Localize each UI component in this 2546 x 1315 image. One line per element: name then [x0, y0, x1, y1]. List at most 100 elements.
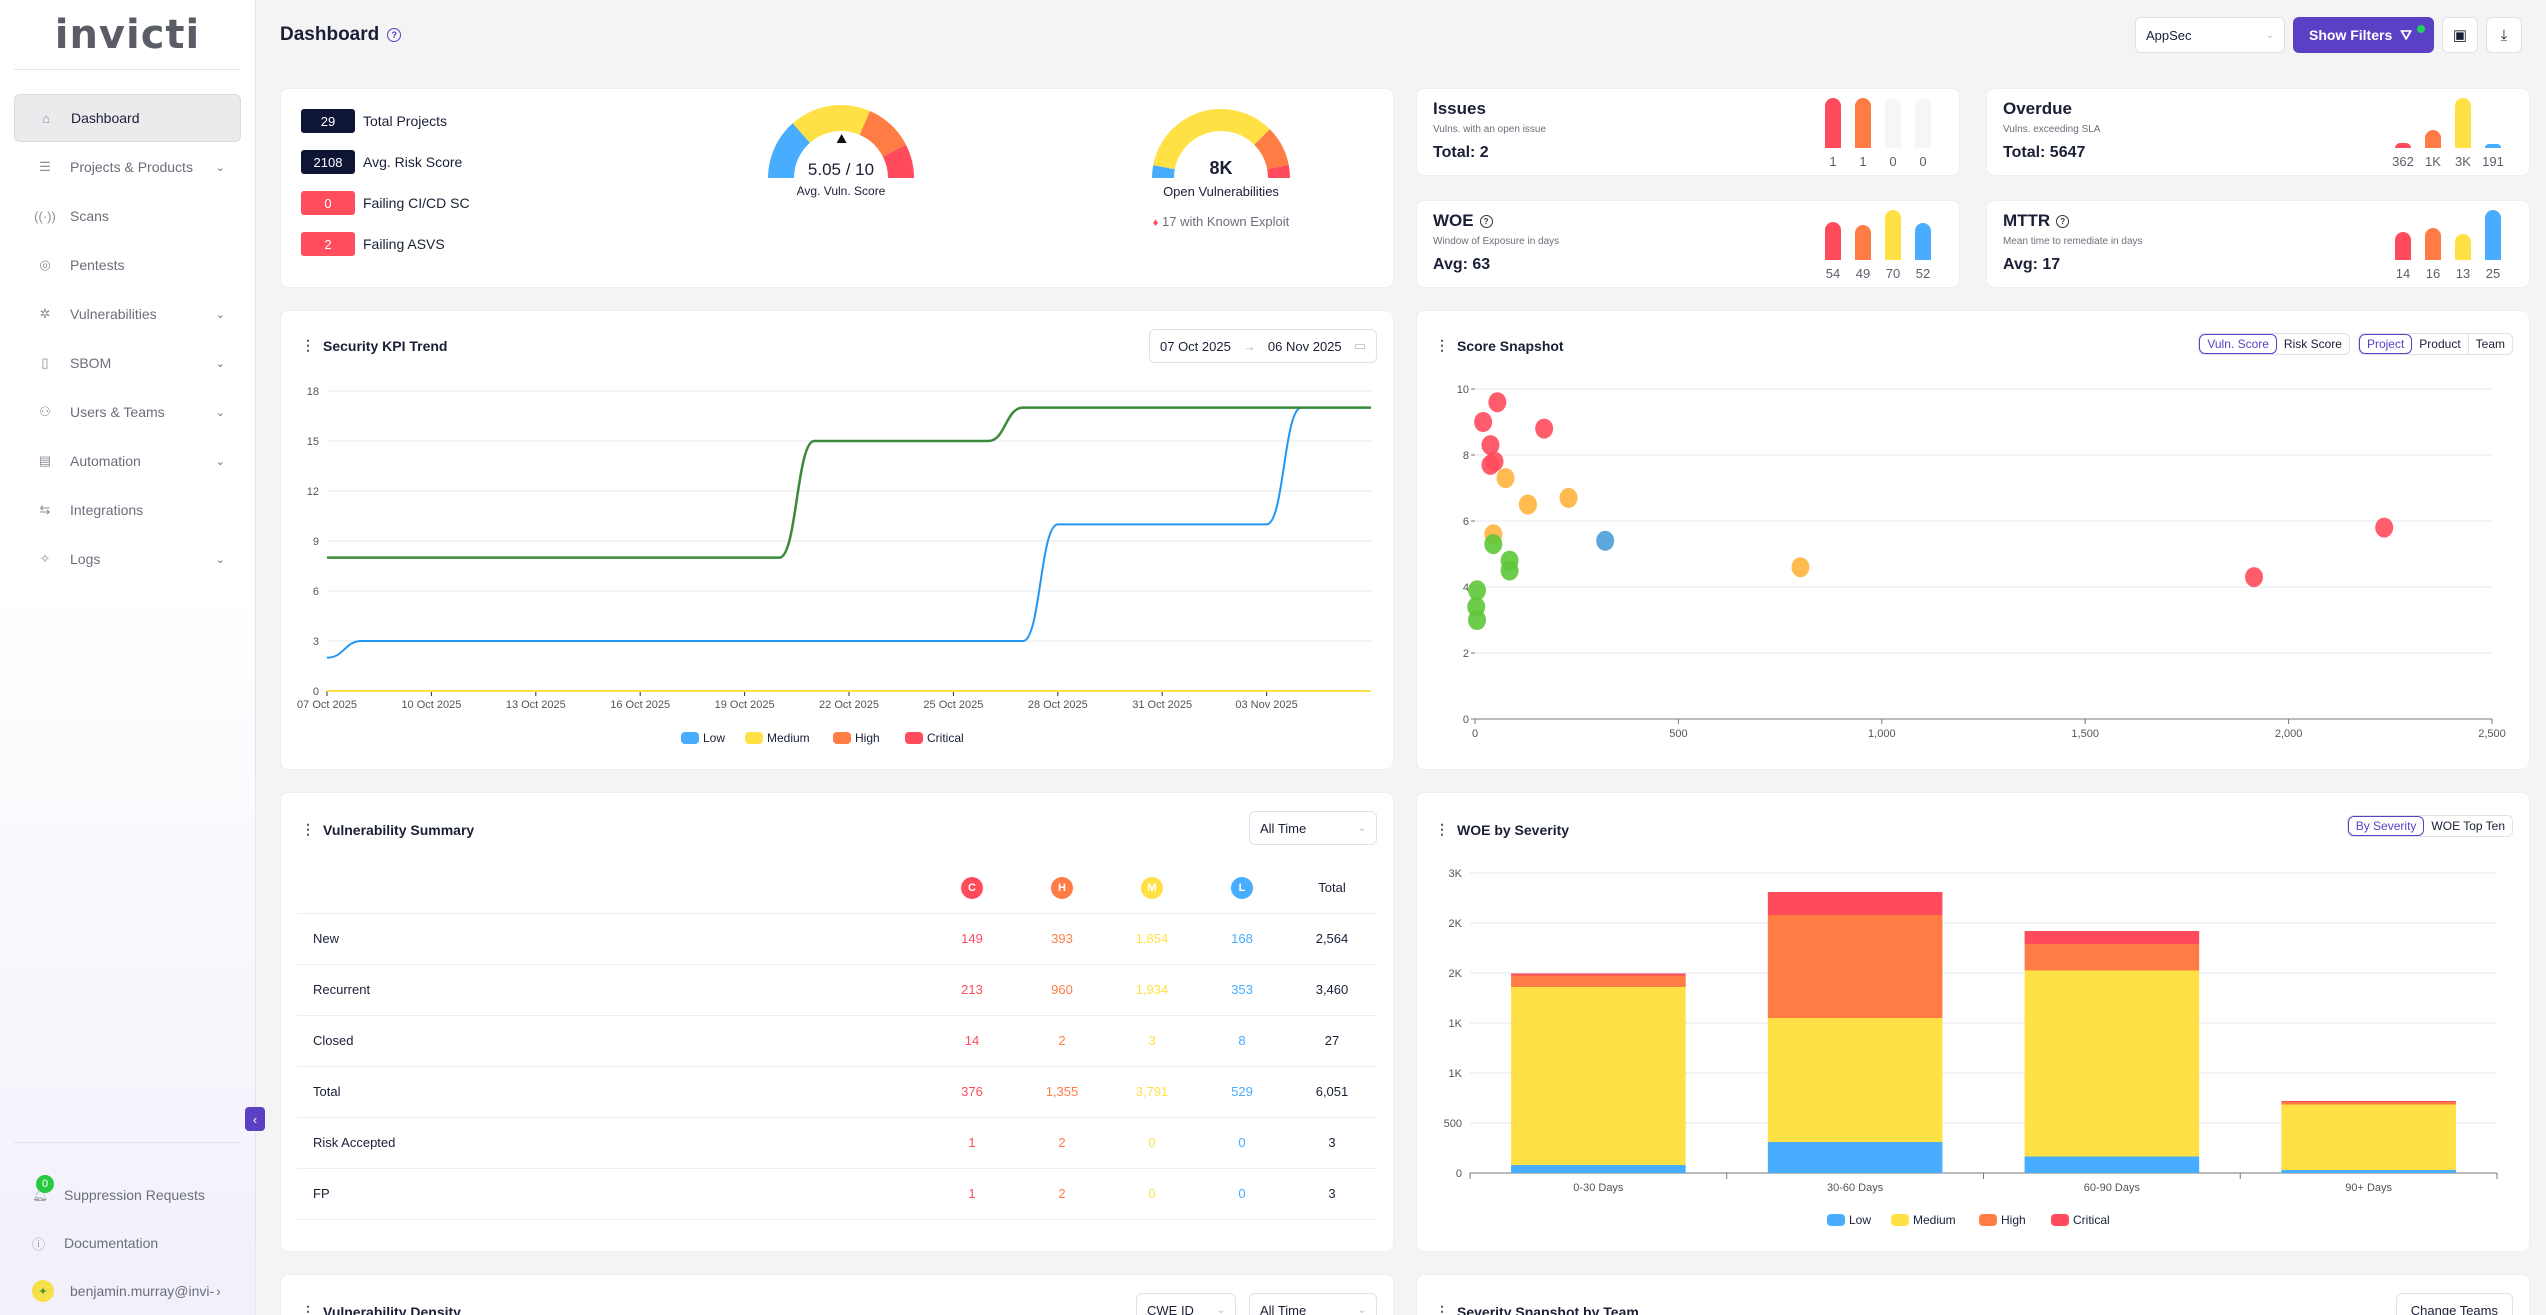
suppression-requests-link[interactable]: 🔔︎ 0 Suppression Requests	[14, 1171, 241, 1219]
legend-swatch-low[interactable]	[681, 732, 699, 744]
scatter-point-low[interactable]	[1596, 530, 1615, 551]
scatter-point-ok[interactable]	[1468, 580, 1487, 601]
bar-segment-low[interactable]	[1767, 1142, 1943, 1173]
legend-swatch-high[interactable]	[833, 732, 851, 744]
bar-segment-critical[interactable]	[2281, 1101, 2456, 1102]
change-teams-label: Change Teams	[2410, 1302, 2498, 1315]
legend-swatch-high[interactable]	[1979, 1214, 1997, 1226]
legend-swatch-low[interactable]	[1827, 1214, 1845, 1226]
bar-segment-low[interactable]	[1511, 1165, 1686, 1173]
scatter-point-medium[interactable]	[1496, 468, 1515, 489]
bar-segment-medium[interactable]	[1767, 1018, 1943, 1142]
download-button[interactable]: ⤓	[2486, 17, 2522, 53]
stat-row[interactable]: 0 Failing CI/CD SC	[301, 191, 470, 215]
table-row[interactable]: Recurrent 213 960 1,934 353 3,460	[297, 964, 1377, 1016]
workspace-select[interactable]: AppSec ⌄	[2135, 17, 2285, 53]
legend-swatch-medium[interactable]	[1891, 1214, 1909, 1226]
show-filters-button[interactable]: Show Filters ⛛	[2293, 17, 2434, 53]
scatter-point-medium[interactable]	[1559, 487, 1578, 508]
scatter-point-critical[interactable]	[2375, 517, 2394, 538]
legend-swatch-critical[interactable]	[905, 732, 923, 744]
scatter-point-medium[interactable]	[1791, 557, 1810, 578]
toggle-risk-score[interactable]: Risk Score	[2283, 337, 2342, 351]
user-menu[interactable]: ✦ benjamin.murray@invi- ›	[14, 1267, 241, 1315]
date-range-picker[interactable]: 07 Oct 2025 → 06 Nov 2025 ▭	[1149, 329, 1377, 363]
legend-label[interactable]: Low	[703, 731, 725, 745]
bar-segment-critical[interactable]	[1511, 973, 1686, 976]
legend-label[interactable]: Critical	[2073, 1213, 2110, 1227]
user-email: benjamin.murray@invi-	[70, 1283, 215, 1299]
bar-segment-high[interactable]	[2024, 944, 2200, 971]
toggle-by-severity[interactable]: By Severity	[2347, 816, 2425, 836]
sidebar-item-vulnerabilities[interactable]: ✲ Vulnerabilities ⌄	[14, 290, 241, 338]
help-icon[interactable]: ?	[387, 28, 402, 42]
scatter-point-critical[interactable]	[1535, 418, 1554, 439]
drag-handle-icon[interactable]: ⋮	[301, 337, 315, 353]
sidebar-item-sbom[interactable]: ▯ SBOM ⌄	[14, 339, 241, 387]
sidebar-item-dashboard[interactable]: ⌂ Dashboard	[14, 94, 241, 142]
toggle-project[interactable]: Project	[2358, 334, 2413, 354]
sidebar-item-integrations[interactable]: ⇆ Integrations	[14, 486, 241, 534]
bar-segment-medium[interactable]	[2281, 1104, 2456, 1171]
layout-button[interactable]: ▣	[2442, 17, 2478, 53]
bar-segment-low[interactable]	[2024, 1156, 2200, 1174]
toggle-woe-top-ten[interactable]: WOE Top Ten	[2431, 819, 2505, 833]
legend-label[interactable]: High	[2001, 1213, 2026, 1227]
table-row[interactable]: FP 1 2 0 0 3	[297, 1168, 1377, 1220]
bar-segment-critical[interactable]	[1767, 892, 1943, 915]
density-cwe-select[interactable]: CWE ID ⌄	[1136, 1293, 1236, 1315]
legend-label[interactable]: Medium	[1913, 1213, 1956, 1227]
toggle-vuln-score[interactable]: Vuln. Score	[2199, 334, 2277, 354]
drag-handle-icon[interactable]: ⋮	[301, 1303, 315, 1315]
scatter-point-critical[interactable]	[1474, 412, 1493, 432]
legend-label[interactable]: Critical	[927, 731, 964, 745]
legend-swatch-medium[interactable]	[745, 732, 763, 744]
density-period-select[interactable]: All Time ⌄	[1249, 1293, 1377, 1315]
sidebar-item-pentests[interactable]: ◎ Pentests	[14, 241, 241, 289]
scatter-point-critical[interactable]	[1488, 392, 1507, 413]
change-teams-button[interactable]: Change Teams	[2395, 1293, 2513, 1315]
documentation-link[interactable]: ⓘ Documentation	[14, 1219, 241, 1267]
drag-handle-icon[interactable]: ⋮	[1435, 1303, 1449, 1315]
bar-segment-critical[interactable]	[2024, 931, 2200, 944]
sidebar-item-scans[interactable]: ((·)) Scans	[14, 192, 241, 240]
toggle-product[interactable]: Product	[2412, 334, 2469, 354]
table-row[interactable]: Closed 14 2 3 8 27	[297, 1015, 1377, 1067]
bar-segment-low[interactable]	[2281, 1170, 2456, 1173]
bar-segment-medium[interactable]	[1511, 987, 1686, 1165]
bar-segment-high[interactable]	[2281, 1102, 2456, 1105]
help-icon[interactable]: ?	[1479, 215, 1493, 229]
help-icon[interactable]: ?	[2056, 215, 2070, 229]
table-row[interactable]: New 149 393 1,854 168 2,564	[297, 913, 1377, 965]
drag-handle-icon[interactable]: ⋮	[301, 821, 315, 837]
bar-segment-high[interactable]	[1511, 975, 1686, 988]
bar-segment-high[interactable]	[1767, 915, 1943, 1018]
toggle-team[interactable]: Team	[2475, 337, 2505, 351]
stat-row[interactable]: 2108 Avg. Risk Score	[301, 150, 470, 174]
scatter-point-critical[interactable]	[1481, 454, 1500, 475]
summary-period-select[interactable]: All Time ⌄	[1249, 811, 1377, 845]
scatter-point-ok[interactable]	[1500, 560, 1519, 581]
sidebar-item-users-teams[interactable]: ⚇ Users & Teams ⌄	[14, 388, 241, 436]
legend-label[interactable]: Medium	[767, 731, 810, 745]
sidebar-item-automation[interactable]: ▤ Automation ⌄	[14, 437, 241, 485]
table-row[interactable]: Risk Accepted 1 2 0 0 3	[297, 1117, 1377, 1169]
table-row[interactable]: Total 376 1,355 3,791 529 6,051	[297, 1066, 1377, 1118]
scatter-point-critical[interactable]	[1481, 435, 1500, 456]
legend-swatch-critical[interactable]	[2051, 1214, 2069, 1226]
sidebar-item-logs[interactable]: ✧ Logs ⌄	[14, 535, 241, 583]
legend-label[interactable]: High	[855, 731, 880, 745]
invicti-logo[interactable]: invicti	[14, 0, 241, 70]
stat-row[interactable]: 2 Failing ASVS	[301, 232, 470, 256]
sidebar-item-projects-products[interactable]: ☰ Projects & Products ⌄	[14, 143, 241, 191]
scatter-point-ok[interactable]	[1468, 610, 1487, 630]
scatter-point-medium[interactable]	[1518, 494, 1537, 515]
scatter-point-ok[interactable]	[1484, 534, 1503, 555]
scatter-point-critical[interactable]	[2245, 567, 2264, 588]
drag-handle-icon[interactable]: ⋮	[1435, 821, 1449, 837]
legend-label[interactable]: Low	[1849, 1213, 1871, 1227]
stat-row[interactable]: 29 Total Projects	[301, 109, 470, 133]
collapse-sidebar-button[interactable]: ‹	[245, 1107, 265, 1131]
bar-segment-medium[interactable]	[2024, 970, 2200, 1157]
drag-handle-icon[interactable]: ⋮	[1435, 337, 1449, 353]
